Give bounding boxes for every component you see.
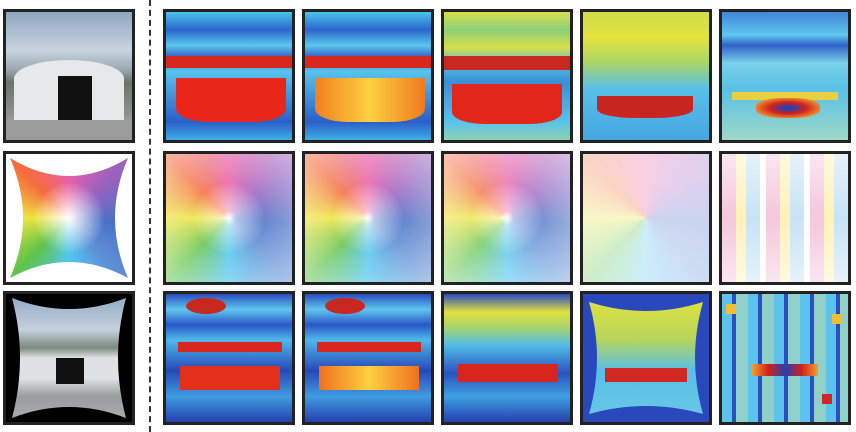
activation [444, 56, 570, 70]
wash [305, 154, 431, 282]
feature-map [163, 9, 295, 143]
flow-map [302, 151, 434, 285]
activation [832, 314, 842, 324]
wash [583, 154, 709, 282]
feature-map [719, 291, 851, 425]
wash [722, 154, 848, 282]
activation [186, 298, 226, 314]
activation [732, 92, 838, 100]
flow-map [580, 151, 712, 285]
activation [605, 368, 687, 382]
flow-map [441, 151, 573, 285]
activation [756, 98, 820, 118]
activation [325, 298, 365, 314]
separator [149, 0, 151, 432]
feature-map [580, 291, 712, 425]
input-flow [3, 151, 135, 285]
activation [176, 78, 286, 122]
input-photo [3, 9, 135, 143]
feature-map [302, 9, 434, 143]
wash [166, 154, 292, 282]
feature-map [719, 9, 851, 143]
activation [180, 366, 280, 390]
activation [178, 342, 282, 352]
activation [458, 364, 558, 382]
activation [319, 366, 419, 390]
activation [452, 84, 562, 124]
activation [583, 294, 709, 422]
activation [726, 304, 736, 314]
activation [166, 56, 292, 68]
hangar-door [56, 358, 84, 384]
activation [317, 342, 421, 352]
activation [752, 364, 818, 376]
activation [597, 96, 693, 118]
activation [305, 56, 431, 68]
activation [315, 78, 425, 122]
feature-map [580, 9, 712, 143]
feature-map [441, 291, 573, 425]
feature-map [163, 291, 295, 425]
feature-map [441, 9, 573, 143]
flow-map [163, 151, 295, 285]
ground [6, 120, 132, 140]
hangar-door [58, 76, 92, 122]
input-warped [3, 291, 135, 425]
flow-map [719, 151, 851, 285]
feature-map [302, 291, 434, 425]
wash [444, 154, 570, 282]
activation [822, 394, 832, 404]
flow-center [6, 154, 132, 282]
